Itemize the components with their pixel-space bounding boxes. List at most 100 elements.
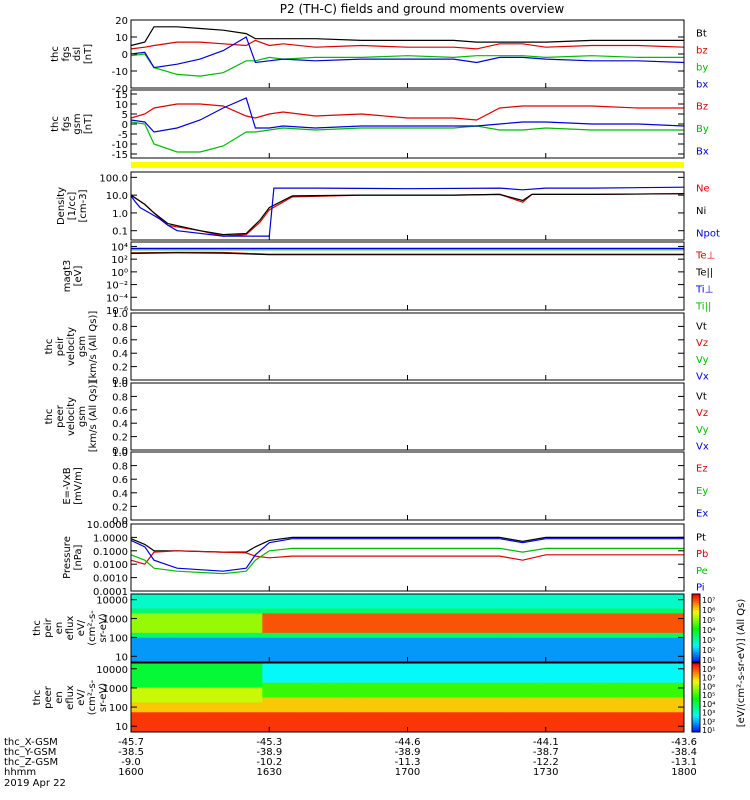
spectrogram-cell — [386, 677, 395, 684]
spectrogram-cell — [635, 692, 644, 698]
spectrogram-cell — [573, 603, 581, 610]
spectrogram-cell — [289, 632, 298, 639]
spectrogram-cell — [573, 702, 581, 708]
spectrogram-cell — [366, 727, 374, 733]
spectrogram-cell — [497, 727, 505, 733]
spectrogram-cell — [442, 667, 450, 674]
spectrogram-cell — [635, 702, 644, 708]
spectrogram-cell — [483, 702, 491, 708]
spectrogram-cell — [621, 687, 630, 694]
colorbar-cell — [692, 634, 700, 638]
y-axis-label: dsl — [72, 47, 83, 61]
spectrogram-cell — [179, 637, 187, 644]
spectrogram-cell — [559, 657, 567, 663]
spectrogram-cell — [144, 677, 153, 684]
spectrogram-cell — [366, 623, 374, 629]
spectrogram-cell — [462, 682, 471, 689]
spectrogram-cell — [338, 677, 346, 684]
spectrogram-cell — [545, 657, 554, 663]
spectrogram-cell — [531, 727, 540, 733]
spectrogram-cell — [283, 692, 291, 698]
spectrogram-cell — [193, 613, 201, 619]
spectrogram-cell — [248, 722, 256, 728]
spectrogram-cell — [276, 598, 284, 605]
spectrogram-cell — [200, 687, 208, 694]
spectrogram-cell — [393, 687, 402, 694]
spectrogram-cell — [151, 613, 160, 619]
panel-frame — [130, 451, 685, 521]
colorbar-cell — [692, 665, 700, 669]
spectrogram-cell — [559, 692, 567, 698]
spectrogram-cell — [573, 663, 581, 669]
spectrogram-cell — [255, 637, 263, 644]
spectrogram-cell — [607, 632, 616, 639]
spectrogram-cell — [207, 667, 215, 674]
colorbar-cell — [692, 646, 700, 649]
spectrogram-cell — [345, 637, 353, 644]
spectrogram-cell — [144, 594, 153, 600]
y-tick-label: 10000 — [96, 665, 128, 676]
spectrogram-cell — [338, 613, 346, 619]
spectrogram-cell — [151, 618, 160, 624]
spectrogram-cell — [331, 727, 339, 733]
spectrogram-cell — [213, 717, 222, 723]
spectrogram-cell — [552, 687, 561, 694]
spectrogram-cell — [621, 623, 630, 629]
spectrogram-cell — [649, 687, 657, 694]
spectrogram-cell — [483, 722, 491, 728]
spectrogram-cell — [677, 727, 685, 733]
spectrogram-cell — [483, 692, 491, 698]
spectrogram-cell — [663, 692, 671, 698]
spectrogram-cell — [234, 618, 243, 624]
spectrogram-cell — [283, 613, 291, 619]
spectrogram-cell — [601, 682, 609, 689]
spectrogram-cell — [165, 722, 173, 728]
spectrogram-cell — [317, 652, 326, 658]
spectrogram-cell — [538, 637, 547, 644]
spectrogram-cell — [559, 727, 567, 733]
x-row-label: thc_Z-GSM — [4, 757, 58, 768]
spectrogram-cell — [531, 642, 540, 648]
spectrogram-cell — [545, 667, 554, 674]
spectrogram-cell — [504, 632, 512, 639]
spectrogram-cell — [442, 603, 450, 610]
spectrogram-cell — [386, 652, 395, 658]
colorbar-cell — [692, 674, 700, 678]
spectrogram-cell — [359, 702, 367, 708]
spectrogram-cell — [372, 712, 381, 718]
spectrogram-cell — [428, 657, 436, 663]
spectrogram-cell — [276, 613, 284, 619]
spectrogram-cell — [656, 682, 664, 689]
spectrogram-cell — [359, 722, 367, 728]
spectrogram-cell — [628, 707, 637, 713]
spectrogram-cell — [649, 613, 657, 619]
spectrogram-cell — [601, 712, 609, 718]
spectrogram-cell — [601, 702, 609, 708]
spectrogram-cell — [656, 697, 664, 703]
spectrogram-cell — [172, 663, 180, 669]
spectrogram-cell — [227, 652, 236, 658]
spectrogram-cell — [545, 594, 554, 600]
spectrogram-cell — [179, 608, 187, 614]
y-axis-label: fgs — [61, 116, 72, 131]
spectrogram-cell — [289, 628, 298, 634]
spectrogram-cell — [289, 652, 298, 658]
spectrogram-cell — [428, 642, 436, 648]
spectrogram-cell — [207, 692, 215, 698]
spectrogram-cell — [379, 632, 388, 639]
spectrogram-cell — [455, 663, 464, 669]
spectrogram-cell — [497, 697, 505, 703]
spectrogram-cell — [594, 618, 602, 624]
spectrogram-cell — [303, 687, 312, 694]
spectrogram-cell — [248, 672, 256, 679]
spectrogram-cell — [379, 628, 388, 634]
spectrogram-cell — [393, 613, 402, 619]
spectrogram-cell — [193, 663, 201, 669]
spectrogram-cell — [601, 598, 609, 605]
spectrogram-cell — [677, 608, 685, 614]
spectrogram-cell — [158, 717, 167, 723]
spectrogram-cell — [338, 707, 346, 713]
spectrogram-cell — [587, 682, 595, 689]
spectrogram-cell — [234, 642, 243, 648]
spectrogram-cell — [670, 594, 678, 600]
